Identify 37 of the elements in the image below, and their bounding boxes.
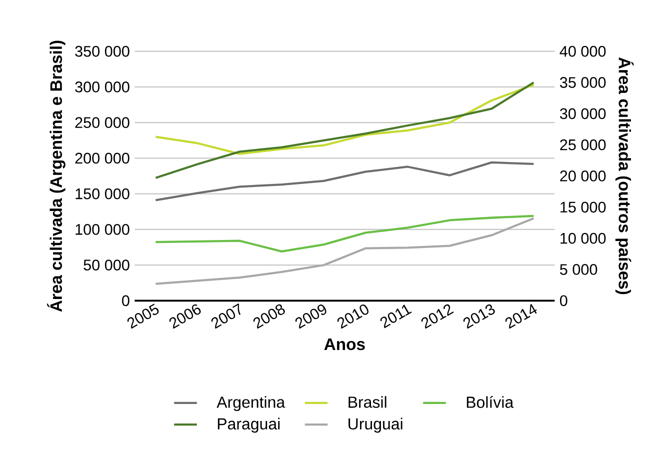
y2-tick-label: 20 000 [560,170,606,182]
y2-tick-label: 25 000 [560,139,606,150]
legend-label: Brasil [348,396,386,408]
y2-tick-label: 40 000 [560,46,606,57]
x-tick-label: 2005 [127,304,159,329]
x-tick-label: 2014 [505,304,537,329]
y2-axis-title: Área cultivada (outros países) [615,57,634,294]
y-tick-label: 300 000 [75,82,130,92]
y-tick-label: 100 000 [76,224,130,235]
y2-tick-label: 10 000 [560,232,606,244]
legend-label: Bolívia [466,396,514,408]
y2-tick-label: 30 000 [560,108,606,120]
x-tick-label: 2013 [463,304,495,329]
y-tick-label: 150 000 [76,188,130,200]
x-tick-label: 2010 [337,304,368,329]
legend-label: Uruguai [348,418,402,433]
line-series [154,161,535,202]
x-tick-label: 2011 [380,304,412,328]
x-tick-label: 2009 [295,304,326,329]
x-tick-label: 2008 [253,304,285,329]
x-tick-label: 2012 [421,304,454,329]
y-axis-title: Área cultivada (Argentina e Brasil) [47,40,66,312]
y2-tick-label: 0 [560,295,568,306]
y2-tick-label: 15 000 [560,202,606,213]
y-tick-label: 50 000 [84,260,130,270]
y-tick-label: 0 [122,295,130,306]
y-tick-label: 250 000 [75,117,130,128]
x-tick-label: 2006 [169,304,201,329]
legend-label: Paraguai [218,418,280,433]
y2-tick-label: 5 000 [560,264,598,275]
legend-label: Argentina [216,396,286,412]
y2-tick-label: 35 000 [560,77,606,88]
x-axis-title: Anos [324,338,365,350]
x-tick-label: 2007 [211,303,241,329]
y-tick-label: 200 000 [75,152,130,164]
y-tick-label: 350 000 [75,46,130,57]
line-series [154,84,535,155]
